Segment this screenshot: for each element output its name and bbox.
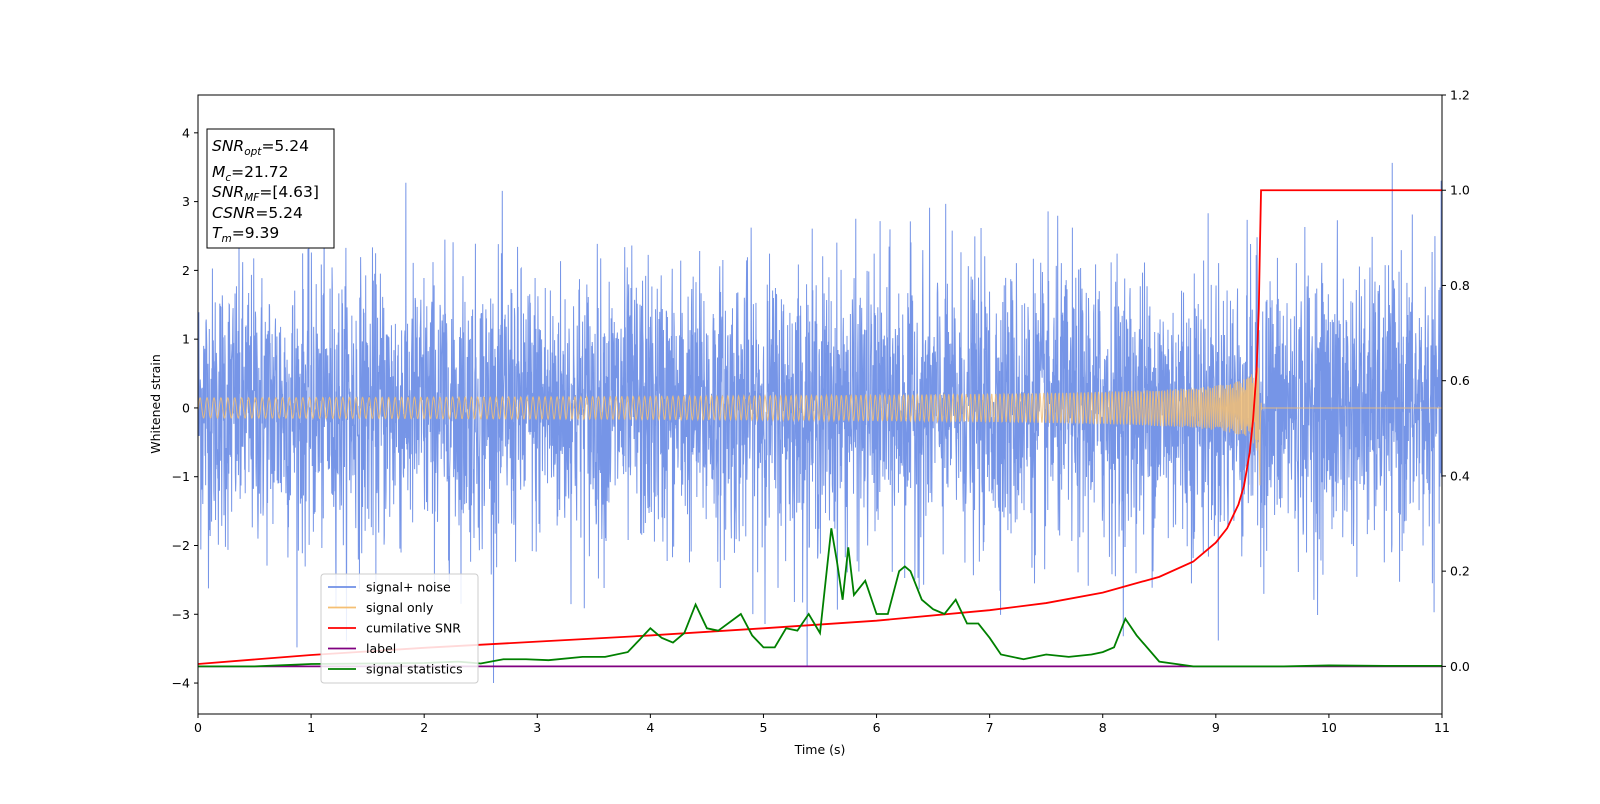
y-tick-label: 0 xyxy=(182,400,190,415)
x-tick-label: 2 xyxy=(420,720,428,735)
y2-tick-label: 0.4 xyxy=(1450,468,1470,483)
x-tick-label: 9 xyxy=(1212,720,1220,735)
info-mc: Mc=21.72 xyxy=(212,163,289,184)
y2-tick-label: 0.2 xyxy=(1450,564,1470,579)
legend-label-label: label xyxy=(366,641,396,656)
x-tick-label: 10 xyxy=(1321,720,1337,735)
legend-label-cumulative-snr: cumilative SNR xyxy=(366,621,461,636)
x-tick-label: 4 xyxy=(646,720,654,735)
x-axis: 0 1 2 3 4 5 6 7 8 9 10 11 xyxy=(194,714,1450,735)
series-cumulative-snr-line xyxy=(198,189,1442,665)
info-tm: Tm=9.39 xyxy=(212,224,279,245)
y-tick-label: −1 xyxy=(172,469,190,484)
y2-tick-label: 1.0 xyxy=(1450,183,1470,198)
y2-tick-label: 0.0 xyxy=(1450,659,1470,674)
y-axis-right: 0.0 0.2 0.4 0.6 0.8 1.0 1.2 xyxy=(1442,88,1470,674)
y-tick-label: 1 xyxy=(182,332,190,347)
legend-label-signal-only: signal only xyxy=(366,600,434,615)
x-tick-label: 1 xyxy=(307,720,315,735)
x-tick-label: 7 xyxy=(986,720,994,735)
y-axis-left: −4 −3 −2 −1 0 1 2 3 4 xyxy=(172,125,198,691)
legend-label-signal-noise: signal+ noise xyxy=(366,580,451,595)
y-tick-label: −2 xyxy=(172,538,190,553)
y-tick-label: 4 xyxy=(182,125,190,140)
x-tick-label: 6 xyxy=(873,720,881,735)
legend-label-signal-statistics: signal statistics xyxy=(366,662,463,677)
y2-tick-label: 0.6 xyxy=(1450,373,1470,388)
y-tick-label: 3 xyxy=(182,194,190,209)
series-signal-only-line xyxy=(198,366,1442,486)
y2-tick-label: 0.8 xyxy=(1450,278,1470,293)
info-snr-mf: SNRMF=[4.63] xyxy=(212,183,319,204)
info-box: SNRopt=5.24 Mc=21.72 SNRMF=[4.63] CSNR=5… xyxy=(206,128,335,249)
x-tick-label: 0 xyxy=(194,720,202,735)
plot-frame xyxy=(197,94,1443,715)
x-tick-label: 5 xyxy=(759,720,767,735)
y-axis-label: Whitened strain xyxy=(148,354,163,453)
series-signal-noise-line xyxy=(198,162,1442,684)
y-tick-label: −4 xyxy=(172,676,190,691)
x-tick-label: 3 xyxy=(533,720,541,735)
legend: signal+ noise signal only cumilative SNR la… xyxy=(320,573,479,684)
y-tick-label: 2 xyxy=(182,263,190,278)
info-csnr: CSNR=5.24 xyxy=(212,204,303,222)
x-tick-label: 11 xyxy=(1434,720,1450,735)
info-snr-opt: SNRopt=5.24 xyxy=(212,137,309,158)
series-signal-statistics-line xyxy=(198,528,1442,668)
y2-tick-label: 1.2 xyxy=(1450,88,1470,103)
y-tick-label: −3 xyxy=(172,607,190,622)
x-tick-label: 8 xyxy=(1099,720,1107,735)
x-axis-label: Time (s) xyxy=(794,742,846,757)
legend-box xyxy=(320,573,479,684)
